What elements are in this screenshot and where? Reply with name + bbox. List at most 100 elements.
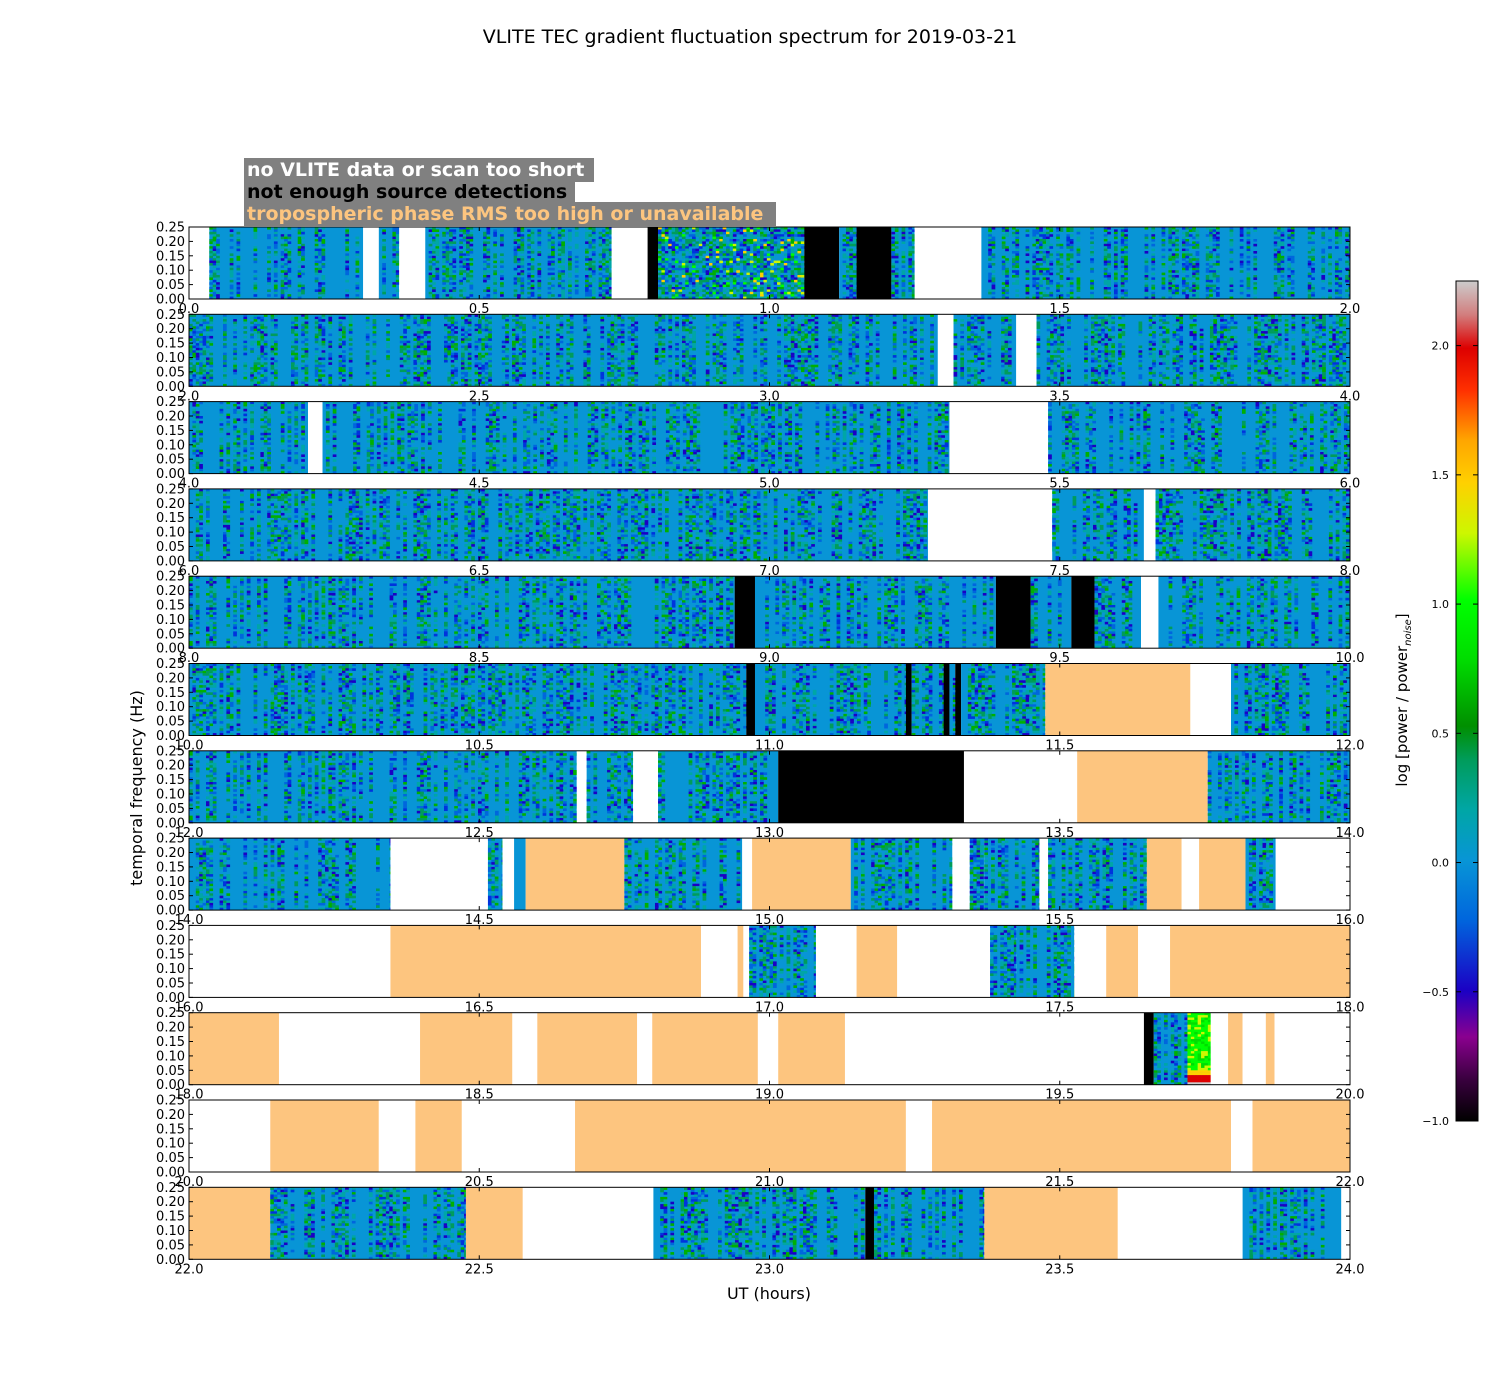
y-tick-label: 0.20	[156, 497, 185, 512]
x-tick-label: 17.5	[1045, 1000, 1074, 1015]
y-tick-label: 0.05	[156, 802, 185, 817]
segment-tropo	[189, 1187, 271, 1260]
y-tick-label: 0.05	[156, 1064, 185, 1079]
y-tick-label: 0.15	[156, 249, 185, 264]
y-tick-label: 0.00	[156, 729, 185, 744]
y-tick-label: 0.10	[156, 875, 185, 890]
segment-no-data	[611, 227, 648, 299]
segment-no-data	[576, 750, 587, 823]
segment-tropo	[189, 1012, 279, 1085]
segment-tropo	[575, 1100, 906, 1172]
panel-1: 0.000.050.100.150.200.25 0.0 0.5 1.0 1.5 2.0	[156, 221, 1360, 318]
segment-spectrum	[1158, 576, 1350, 649]
segment-no-data	[897, 925, 991, 998]
x-tick-label: 4.5	[469, 477, 490, 492]
x-tick-label: 5.0	[759, 477, 780, 492]
segment-few-detections	[778, 750, 964, 823]
colorbar-tick-label: 1.0	[1432, 598, 1450, 611]
y-tick-label: 0.10	[156, 700, 185, 715]
x-tick-label: 2.0	[179, 389, 200, 404]
y-tick-label: 0.15	[156, 686, 185, 701]
x-tick-label: 19.5	[1045, 1088, 1074, 1103]
segment-no-data	[1341, 1187, 1350, 1260]
segment-no-data	[1074, 925, 1107, 998]
segment-no-data	[844, 1012, 1144, 1085]
segment-spectrum	[1153, 1012, 1188, 1085]
x-tick-label: 12.0	[175, 826, 204, 841]
legend-box-1	[244, 158, 594, 182]
y-tick-label: 0.25	[156, 744, 185, 759]
segment-spectrum	[189, 576, 735, 649]
legend-box-3	[244, 202, 776, 226]
segment-no-data	[278, 1012, 421, 1085]
x-tick-label: 18.0	[1336, 1000, 1365, 1015]
segment-few-detections	[734, 576, 755, 649]
x-tick-label: 20.0	[1336, 1088, 1365, 1103]
y-tick-label: 0.15	[156, 337, 185, 352]
segment-spectrum	[514, 838, 526, 911]
segment-no-data	[1274, 1012, 1350, 1085]
x-tick-label: 10.0	[175, 739, 204, 754]
segment-tropo	[1077, 750, 1208, 823]
x-tick-label: 15.0	[755, 913, 784, 928]
y-tick-label: 0.25	[156, 1006, 185, 1021]
y-axis-label: temporal frequency (Hz)	[127, 690, 146, 886]
segment-tropo	[537, 1012, 638, 1085]
panel-7: 0.000.050.100.150.200.25 12.0 12.5 13.0 13.5…	[156, 744, 1364, 841]
segment-spectrum	[586, 750, 634, 823]
y-tick-label: 0.10	[156, 962, 185, 977]
panel-4: 0.000.050.100.150.200.25 6.0 6.5 7.0 7.5 8.0	[156, 482, 1360, 579]
segment-few-detections	[746, 663, 755, 736]
segment-no-data	[1230, 1100, 1253, 1172]
segment-spectrum	[189, 401, 309, 474]
x-tick-label: 0.0	[179, 302, 200, 317]
y-tick-label: 0.05	[156, 1238, 185, 1253]
colorbar-label-end: ]	[1393, 613, 1411, 619]
y-tick-label: 0.00	[156, 904, 185, 919]
y-tick-label: 0.20	[156, 584, 185, 599]
x-tick-label: 9.0	[759, 651, 780, 666]
panel-8: 0.000.050.100.150.200.25 14.0 14.5 15.0 15.5…	[156, 832, 1364, 929]
x-tick-label: 23.5	[1045, 1262, 1074, 1277]
x-tick-label: 1.5	[1049, 302, 1070, 317]
segment-spectrum	[1052, 488, 1144, 562]
colorbar: −1.0 −0.5 0.0 0.5 1.0 1.5 2.0 log [power / pow…	[1393, 280, 1479, 1128]
segment-tropo	[932, 1100, 1231, 1172]
y-tick-label: 0.10	[156, 438, 185, 453]
segment-spectrum	[961, 663, 1046, 736]
x-tick-label: 6.0	[1340, 477, 1361, 492]
panel-3: 0.000.050.100.150.200.25 4.0 4.5 5.0 5.5 6.0	[156, 395, 1360, 492]
x-tick-label: 8.0	[179, 651, 200, 666]
segment-no-data	[1141, 576, 1159, 649]
x-tick-label: 7.5	[1049, 564, 1070, 579]
segment-spectrum	[873, 1187, 985, 1260]
segment-spectrum	[754, 576, 996, 649]
segment-no-data	[1016, 314, 1037, 387]
colorbar-tick-label: 0.0	[1432, 857, 1450, 870]
x-tick-label: 21.0	[755, 1175, 784, 1190]
y-tick-label: 0.20	[156, 1108, 185, 1123]
x-tick-label: 11.0	[755, 739, 784, 754]
y-tick-label: 0.10	[156, 1049, 185, 1064]
segment-spectrum	[209, 227, 364, 300]
y-tick-label: 0.05	[156, 365, 185, 380]
segment-no-data	[189, 1100, 271, 1172]
y-tick-label: 0.25	[156, 832, 185, 847]
colorbar-ticks: −1.0 −0.5 0.0 0.5 1.0 1.5 2.0	[1422, 340, 1478, 1128]
y-tick-label: 0.05	[156, 1151, 185, 1166]
segment-spectrum	[1016, 925, 1075, 998]
segment-no-data	[1242, 1012, 1266, 1085]
x-tick-label: 4.0	[1340, 389, 1361, 404]
y-tick-label: 0.05	[156, 453, 185, 468]
x-tick-label: 22.0	[175, 1262, 204, 1277]
x-tick-label: 12.0	[1336, 739, 1365, 754]
x-tick-label: 9.5	[1049, 651, 1070, 666]
segment-few-detections	[856, 227, 892, 299]
y-tick-label: 0.15	[156, 511, 185, 526]
segment-no-data	[363, 227, 379, 299]
segment-no-data	[502, 838, 515, 911]
panel-11: 0.000.050.100.150.200.25 20.0 20.5 21.0 21.5…	[156, 1094, 1364, 1191]
y-tick-label: 0.20	[156, 1195, 185, 1210]
y-tick-label: 0.10	[156, 526, 185, 541]
